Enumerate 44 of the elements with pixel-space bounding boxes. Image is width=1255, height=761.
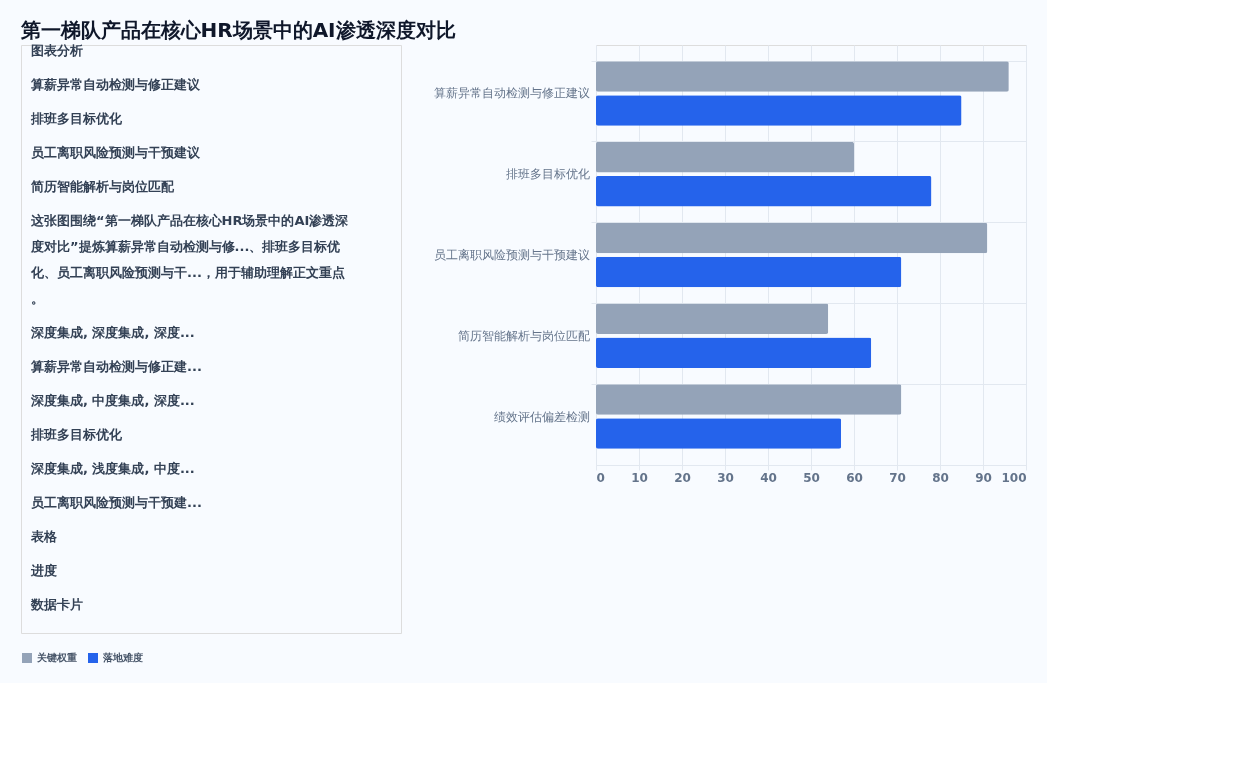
bar <box>596 222 988 254</box>
text: 深度集成, 浅度集成, 中度... <box>30 461 195 476</box>
text: 员工离职风险预测与干预建议 <box>31 145 201 160</box>
x-tick-label: 90 <box>975 470 992 485</box>
bar <box>596 256 902 288</box>
text: 这张图围绕“第一梯队产品在核心HR场景中的AI渗透深度对比”提炼算薪异常自动检测与修...、排班多目标优化、员工离职风险预测与干...，用于辅助理解正文重点。 <box>30 213 350 306</box>
bar <box>596 175 932 207</box>
x-tick-label: 0 <box>596 470 605 485</box>
text: 深度集成, 深度集成, 深度... <box>30 325 195 340</box>
x-tick-label: 100 <box>1001 470 1027 485</box>
text: 排班多目标优化 <box>30 427 123 442</box>
x-tick-label: 40 <box>760 470 777 485</box>
bar <box>596 303 829 335</box>
x-tick-label: 20 <box>674 470 691 485</box>
y-tick-label: 员工离职风险预测与干预建议 <box>433 248 590 262</box>
bar <box>596 61 1009 92</box>
text: 员工离职风险预测与干预建... <box>31 495 202 510</box>
bar <box>596 95 962 126</box>
text: 第一梯队产品在核心HR场景中的AI渗透深度对比 <box>19 17 456 42</box>
x-tick-label: 80 <box>932 470 949 485</box>
x-tick-label: 10 <box>631 470 648 485</box>
bar <box>596 384 902 415</box>
y-tick-label: 简历智能解析与岗位匹配 <box>457 328 590 343</box>
text: 算薪异常自动检测与修正建议 <box>30 77 201 92</box>
text: 图表分析 <box>31 43 83 58</box>
x-tick-label: 30 <box>717 470 734 485</box>
x-tick-label: 70 <box>889 470 906 485</box>
text: 深度集成, 中度集成, 深度... <box>30 393 195 408</box>
legend-label: 关键权重 <box>36 652 77 663</box>
bar <box>596 141 854 173</box>
y-tick-label: 算薪异常自动检测与修正建议 <box>433 86 590 101</box>
y-tick-label: 排班多目标优化 <box>505 167 590 182</box>
x-tick-label: 60 <box>846 470 863 485</box>
y-tick-label: 绩效评估偏差检测 <box>493 409 590 424</box>
text: 排班多目标优化 <box>30 111 123 126</box>
text: 数据卡片 <box>30 597 83 612</box>
text: 算薪异常自动检测与修正建... <box>30 359 202 374</box>
legend-label: 落地难度 <box>102 652 143 663</box>
bar <box>596 418 842 449</box>
text: 简历智能解析与岗位匹配 <box>30 179 175 194</box>
text: 表格 <box>30 529 58 544</box>
text: 进度 <box>30 563 57 578</box>
x-tick-label: 50 <box>803 470 820 485</box>
bar <box>596 337 872 369</box>
